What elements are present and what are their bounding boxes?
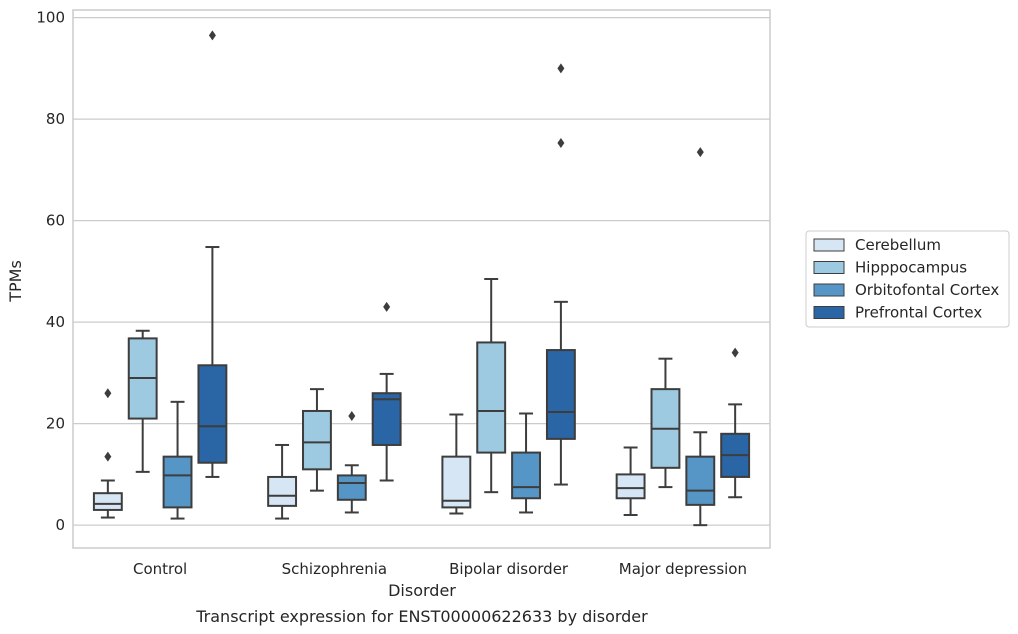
box-plot [336, 411, 367, 514]
box [371, 392, 402, 446]
box-plot [545, 63, 576, 486]
y-tick-label: 60 [46, 212, 65, 230]
box [302, 409, 332, 471]
box-plot [197, 30, 228, 478]
x-tick-label: Bipolar disorder [449, 560, 569, 578]
figure-caption: Transcript expression for ENST0000062263… [195, 607, 648, 626]
plot-area [72, 9, 771, 549]
legend-frame [805, 230, 1010, 328]
y-tick-label: 40 [46, 313, 65, 331]
outlier-point [104, 451, 112, 462]
legend-label: Cerebellum [855, 236, 941, 254]
box [92, 492, 123, 511]
y-tick-label: 80 [46, 110, 65, 128]
box-plot [92, 388, 123, 519]
legend-swatch [813, 238, 845, 252]
x-tick-label: Major depression [619, 560, 747, 578]
outlier-point [383, 301, 391, 312]
box-plot [476, 278, 507, 494]
box-groups [92, 30, 751, 527]
legend: Cerebellum Hipppocampus Orbitofontal Corte… [805, 230, 1010, 328]
outlier-point [348, 411, 356, 422]
box [197, 364, 228, 464]
x-tick-label: Schizophrenia [282, 560, 387, 578]
box [511, 451, 541, 500]
x-tick-label: Control [133, 560, 187, 578]
y-tick-label: 100 [36, 9, 65, 27]
box-plot [371, 301, 402, 482]
legend-label: Orbitofontal Cortex [855, 281, 999, 299]
box-plot [441, 413, 472, 515]
legend-label: Hipppocampus [855, 259, 967, 277]
box-plot [267, 443, 298, 520]
box [162, 455, 193, 509]
outlier-point [557, 137, 565, 148]
legend-label: Prefrontal Cortex [855, 304, 982, 322]
box-plot [720, 347, 751, 499]
box-plot [511, 412, 541, 514]
legend-items: Cerebellum Hipppocampus Orbitofontal Corte… [813, 236, 999, 322]
box [615, 473, 646, 500]
grid-lines [73, 16, 770, 526]
box-plot [615, 446, 646, 517]
box-plot [162, 400, 193, 520]
box-plot [650, 357, 681, 489]
legend-swatch [813, 306, 845, 319]
box [267, 475, 298, 507]
y-axis-label: TPMs [6, 260, 25, 303]
box [476, 341, 507, 454]
outlier-point [696, 147, 704, 158]
legend-swatch [813, 261, 845, 274]
box-plot [302, 388, 332, 492]
box [336, 474, 367, 501]
box-plot [127, 329, 158, 473]
legend-swatch [813, 283, 845, 297]
x-tick-labels: Control Schizophrenia Bipolar disorder Majo… [133, 560, 747, 578]
outlier-point [731, 347, 739, 358]
y-tick-label: 0 [55, 516, 65, 534]
box [685, 455, 716, 506]
outlier-point [208, 30, 216, 41]
outlier-point [104, 388, 112, 399]
box [441, 455, 472, 509]
x-axis-label: Disorder [388, 581, 456, 600]
y-tick-labels: 0 20 40 60 80 100 [36, 9, 65, 535]
outlier-point [557, 63, 565, 74]
y-tick-label: 20 [46, 415, 65, 433]
box-plot [685, 147, 716, 527]
box [545, 349, 576, 440]
